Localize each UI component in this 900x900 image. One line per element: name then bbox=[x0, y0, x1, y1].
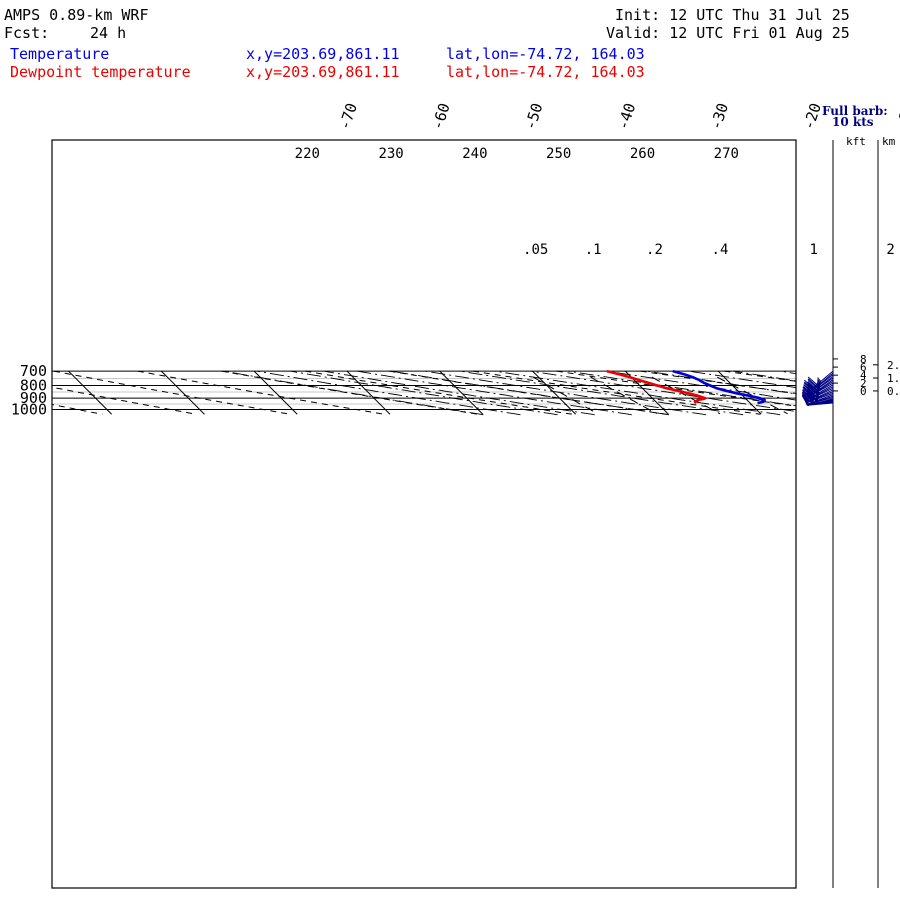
forecast-hours: 24 h bbox=[90, 24, 127, 42]
dewpoint-legend-label: Dewpoint temperature bbox=[10, 63, 191, 81]
km-unit-label: km bbox=[882, 135, 896, 148]
moist-adiabat bbox=[606, 370, 796, 401]
isotherm bbox=[68, 370, 112, 415]
dry-adiabat bbox=[137, 370, 385, 415]
pressure-label: 700 bbox=[20, 362, 47, 380]
temperature-profile bbox=[672, 369, 766, 405]
mixing-ratio-line bbox=[532, 376, 598, 415]
moist-adiabat bbox=[257, 370, 521, 416]
mixing-ratio-label: .05 bbox=[523, 242, 548, 258]
moist-adiabat bbox=[391, 370, 670, 416]
km-tick-label: 0. bbox=[887, 385, 900, 398]
dry-adiabat bbox=[52, 404, 103, 415]
moist-adiabat bbox=[780, 370, 796, 375]
wind-barb bbox=[804, 370, 834, 389]
kft-tick-label: 6 bbox=[860, 361, 867, 374]
isotherm bbox=[160, 370, 205, 415]
temperature-tick-label: -70 bbox=[335, 101, 360, 132]
wind-legend-value: 10 kts bbox=[832, 115, 874, 129]
dry-adiabat-label: 250 bbox=[546, 146, 571, 162]
temperature-tick-label: -50 bbox=[521, 101, 546, 132]
dry-adiabat-label: 230 bbox=[378, 146, 403, 162]
dry-adiabat-label: 270 bbox=[714, 146, 739, 162]
temperature-tick-label: -30 bbox=[707, 101, 732, 132]
dewpoint-profile bbox=[606, 369, 707, 405]
moist-adiabat bbox=[646, 370, 796, 395]
moist-adiabat bbox=[223, 370, 484, 416]
kft-tick-label: 2 bbox=[860, 377, 867, 390]
mixing-ratio-line bbox=[716, 376, 788, 415]
moist-adiabat bbox=[688, 370, 796, 389]
moist-adiabat bbox=[357, 370, 632, 416]
dry-adiabat-label: 240 bbox=[462, 146, 487, 162]
km-tick-label: 1. bbox=[887, 372, 900, 385]
dry-adiabat-label: 260 bbox=[630, 146, 655, 162]
mixing-ratio-label: .4 bbox=[712, 242, 729, 258]
kft-tick-label: 4 bbox=[860, 369, 867, 382]
dry-adiabat bbox=[724, 370, 796, 382]
dry-adiabat-label: 220 bbox=[295, 146, 320, 162]
moist-adiabat bbox=[495, 370, 781, 416]
init-time: Init: 12 UTC Thu 31 Jul 25 bbox=[615, 6, 850, 24]
valid-time: Valid: 12 UTC Fri 01 Aug 25 bbox=[606, 24, 850, 42]
wind-legend-title: Full barb: bbox=[822, 104, 888, 118]
mixing-ratio-label: .2 bbox=[646, 242, 663, 258]
temperature-tick-label: -10 bbox=[892, 101, 900, 132]
moist-adiabat bbox=[459, 370, 744, 416]
kft-tick-label: 0 bbox=[860, 385, 867, 398]
temperature-tick-label: -60 bbox=[428, 101, 453, 132]
moist-adiabat bbox=[323, 370, 595, 416]
wind-barb bbox=[802, 394, 834, 406]
kft-tick-label: 8 bbox=[860, 353, 867, 366]
isotherm bbox=[439, 370, 484, 415]
mixing-ratio-line bbox=[590, 376, 658, 415]
moist-adiabat bbox=[425, 370, 707, 416]
pressure-label: 800 bbox=[20, 377, 47, 395]
forecast-label: Fcst: bbox=[4, 24, 50, 42]
kft-unit-label: kft bbox=[846, 135, 866, 148]
moist-adiabat bbox=[531, 370, 796, 412]
dry-adiabat bbox=[52, 386, 197, 415]
dry-adiabat bbox=[305, 370, 573, 415]
dry-adiabat bbox=[472, 370, 761, 415]
isotherm bbox=[346, 370, 391, 415]
mixing-ratio-label: .1 bbox=[585, 242, 602, 258]
model-title: AMPS 0.89-km WRF bbox=[4, 6, 149, 24]
temperature-tick-label: -40 bbox=[614, 101, 639, 132]
mixing-ratio-label: 2 bbox=[886, 242, 894, 258]
dry-adiabat bbox=[556, 370, 796, 407]
pressure-label: 900 bbox=[20, 389, 47, 407]
dewpoint-xy: x,y=203.69,861.11 bbox=[246, 63, 400, 81]
dewpoint-latlon: lat,lon=-74.72, 164.03 bbox=[446, 63, 645, 81]
pressure-label: 1000 bbox=[11, 401, 47, 419]
mixing-ratio-line bbox=[651, 376, 721, 415]
moist-adiabat bbox=[733, 370, 796, 382]
mixing-ratio-label: 1 bbox=[809, 242, 817, 258]
moist-adiabat bbox=[568, 370, 796, 407]
dry-adiabat bbox=[53, 370, 291, 415]
temperature-latlon: lat,lon=-74.72, 164.03 bbox=[446, 45, 645, 63]
km-tick-label: 2. bbox=[887, 359, 900, 372]
plot-frame bbox=[51, 139, 797, 889]
temperature-xy: x,y=203.69,861.11 bbox=[246, 45, 400, 63]
temperature-legend-label: Temperature bbox=[10, 45, 110, 63]
moist-adiabat bbox=[290, 370, 558, 416]
isotherm bbox=[253, 370, 298, 415]
